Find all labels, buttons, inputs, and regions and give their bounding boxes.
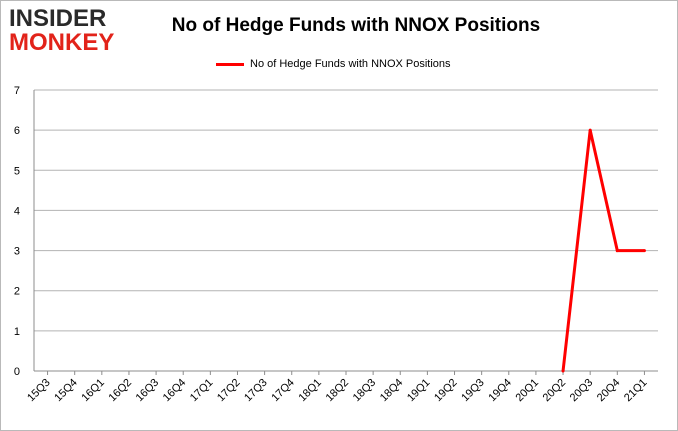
x-tick-label: 20Q3 bbox=[568, 377, 596, 405]
y-tick-label: 4 bbox=[14, 205, 20, 217]
x-tick-label: 21Q1 bbox=[622, 377, 650, 405]
y-tick-label: 0 bbox=[14, 366, 20, 378]
legend-label: No of Hedge Funds with NNOX Positions bbox=[250, 58, 451, 70]
insider-monkey-logo: INSIDER MONKEY bbox=[9, 7, 129, 57]
x-tick-label: 19Q2 bbox=[432, 377, 460, 405]
x-tick-label: 18Q4 bbox=[378, 377, 406, 405]
x-tick-label: 20Q1 bbox=[514, 377, 542, 405]
y-tick-label: 3 bbox=[14, 246, 20, 258]
data-point bbox=[642, 249, 646, 253]
x-tick-label: 17Q2 bbox=[215, 377, 243, 405]
y-tick-label: 7 bbox=[14, 85, 20, 97]
x-tick-label: 18Q3 bbox=[351, 377, 379, 405]
x-tick-label: 17Q1 bbox=[188, 377, 216, 405]
data-point bbox=[561, 369, 565, 373]
x-tick-label: 15Q3 bbox=[25, 377, 53, 405]
x-tick-label: 19Q3 bbox=[459, 377, 487, 405]
legend-swatch bbox=[216, 62, 244, 66]
x-tick-label: 18Q1 bbox=[296, 377, 324, 405]
logo-line-1: INSIDER bbox=[9, 5, 107, 32]
x-tick-label: 19Q1 bbox=[405, 377, 433, 405]
y-tick-label: 6 bbox=[14, 125, 20, 137]
x-tick-label: 19Q4 bbox=[486, 377, 514, 405]
x-tick-label: 17Q4 bbox=[269, 377, 297, 405]
x-tick-label: 20Q2 bbox=[541, 377, 569, 405]
x-tick-label: 16Q2 bbox=[107, 377, 135, 405]
x-tick-label: 17Q3 bbox=[242, 377, 270, 405]
logo-line-2: MONKEY bbox=[9, 29, 115, 56]
x-tick-label: 18Q2 bbox=[324, 377, 352, 405]
x-tick-label: 16Q1 bbox=[79, 377, 107, 405]
data-point bbox=[588, 128, 592, 132]
chart-legend: No of Hedge Funds with NNOX Positions bbox=[216, 56, 451, 72]
y-tick-label: 5 bbox=[14, 165, 20, 177]
data-point bbox=[615, 249, 619, 253]
x-tick-label: 16Q4 bbox=[161, 377, 189, 405]
y-tick-label: 2 bbox=[14, 286, 20, 298]
x-tick-label: 20Q4 bbox=[595, 377, 623, 405]
y-tick-label: 1 bbox=[14, 326, 20, 338]
x-tick-label: 16Q3 bbox=[134, 377, 162, 405]
chart-title: No of Hedge Funds with NNOX Positions bbox=[171, 15, 541, 36]
series-line-0 bbox=[561, 129, 645, 372]
x-tick-label: 15Q4 bbox=[52, 377, 80, 405]
